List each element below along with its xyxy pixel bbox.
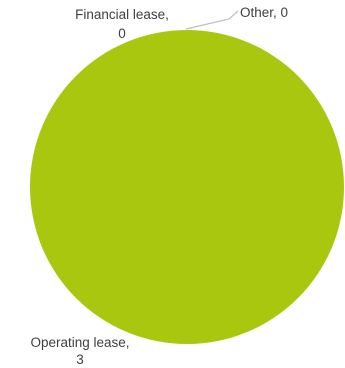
data-label-operating-lease-name: Operating lease, [30,335,129,350]
pie-slices [30,30,344,344]
leader-line-other [185,10,239,30]
data-label-financial-lease-value: 0 [118,26,126,41]
data-label-other: Other, 0 [240,5,288,20]
data-label-financial-lease-name: Financial lease, [75,7,169,22]
data-label-operating-lease-value: 3 [76,352,84,367]
pie-slice-operating-lease [30,30,344,344]
